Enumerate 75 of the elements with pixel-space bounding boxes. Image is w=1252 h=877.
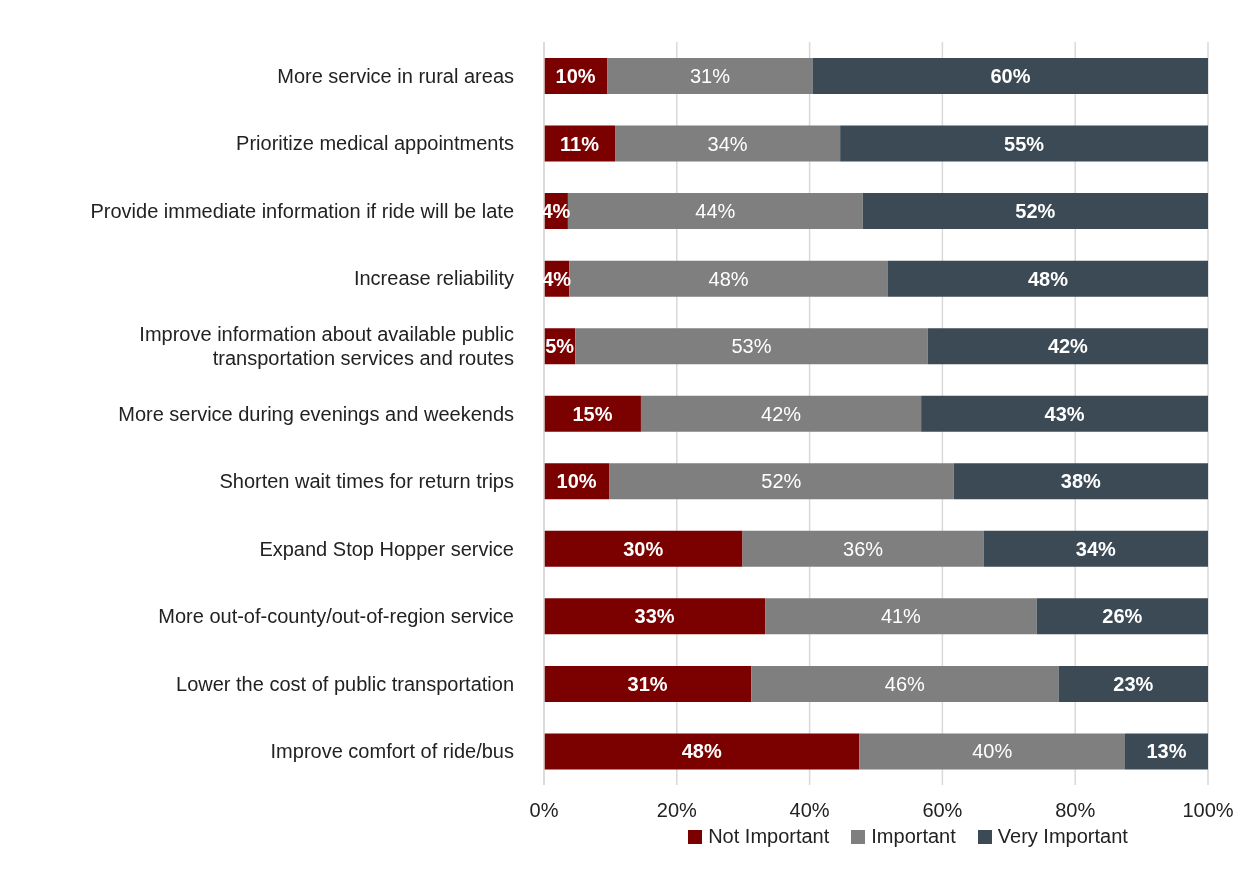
bar bbox=[862, 193, 1208, 230]
data-label: 55% bbox=[1004, 132, 1045, 155]
bar bbox=[640, 395, 922, 432]
data-label: 10% bbox=[556, 470, 597, 493]
x-tick-label: 60% bbox=[922, 799, 963, 822]
y-tick-label: Increase reliability bbox=[353, 267, 514, 290]
data-label: 31% bbox=[627, 672, 668, 695]
legend-label: Important bbox=[871, 825, 956, 848]
y-tick-label: Prioritize medical appointments bbox=[236, 132, 514, 155]
data-label: 34% bbox=[1075, 537, 1117, 560]
legend-label: Very Important bbox=[997, 825, 1128, 848]
bar bbox=[921, 395, 1208, 432]
data-label: 10% bbox=[555, 65, 596, 87]
bar bbox=[859, 733, 1125, 770]
data-label: 42% bbox=[761, 402, 802, 425]
data-label: 44% bbox=[695, 200, 736, 223]
y-tick-label: More service during evenings and weekends bbox=[118, 402, 514, 425]
data-label: 23% bbox=[1113, 672, 1154, 695]
bar bbox=[615, 125, 841, 162]
bar bbox=[765, 598, 1037, 635]
data-label: 30% bbox=[623, 537, 664, 560]
bar bbox=[812, 58, 1208, 94]
bar bbox=[742, 530, 984, 567]
bar bbox=[544, 598, 766, 635]
x-tick-label: 80% bbox=[1055, 799, 1096, 822]
y-tick-label: Provide immediate information if ride will be late bbox=[90, 199, 514, 222]
bar bbox=[1036, 598, 1208, 635]
bar bbox=[544, 733, 860, 770]
data-label: 40% bbox=[972, 740, 1013, 763]
x-tick-label: 0% bbox=[529, 799, 559, 822]
bar bbox=[887, 260, 1208, 297]
data-label: 31% bbox=[689, 65, 731, 87]
y-tick-label: More out-of-county/out-of-region service bbox=[158, 605, 514, 628]
data-label: 52% bbox=[761, 470, 802, 493]
data-label: 43% bbox=[1044, 402, 1085, 425]
data-label: 15% bbox=[572, 402, 613, 425]
data-label: 48% bbox=[681, 740, 722, 763]
x-tick-label: 100% bbox=[1182, 799, 1234, 822]
y-tick-label: Improve information about available public transportation services and routes bbox=[139, 322, 514, 369]
bar bbox=[840, 125, 1208, 162]
data-label: 34% bbox=[707, 132, 748, 155]
y-tick-label: Shorten wait times for return trips bbox=[219, 470, 514, 493]
bar bbox=[575, 328, 928, 365]
x-tick-label: 20% bbox=[656, 799, 698, 822]
data-label: 26% bbox=[1102, 605, 1143, 628]
y-tick-label: Improve comfort of ride/bus bbox=[270, 740, 514, 763]
x-tick-label: 40% bbox=[789, 799, 830, 822]
y-tick-label: Lower the cost of public transportation bbox=[176, 672, 514, 695]
data-label: 36% bbox=[843, 537, 884, 560]
data-label: 60% bbox=[990, 65, 1031, 87]
data-label: 33% bbox=[634, 605, 675, 628]
data-label: 52% bbox=[1015, 200, 1056, 223]
bar bbox=[983, 530, 1208, 567]
bar bbox=[751, 665, 1059, 702]
bar bbox=[1058, 665, 1208, 702]
bar bbox=[927, 328, 1208, 365]
bar bbox=[607, 58, 813, 94]
bar bbox=[544, 665, 752, 702]
data-label: 46% bbox=[884, 672, 926, 695]
data-label: 13% bbox=[1146, 740, 1187, 763]
y-tick-label: More service in rural areas bbox=[277, 64, 514, 87]
data-label: 11% bbox=[560, 132, 600, 155]
bar bbox=[544, 530, 743, 567]
data-label: 41% bbox=[880, 605, 922, 628]
bar bbox=[953, 463, 1208, 500]
data-label: 48% bbox=[1027, 267, 1069, 290]
data-label: 48% bbox=[708, 267, 749, 290]
data-label: 38% bbox=[1060, 470, 1102, 493]
data-label: 5% bbox=[545, 335, 575, 358]
bar bbox=[569, 260, 888, 297]
data-label: 53% bbox=[731, 335, 772, 358]
y-tick-label: Expand Stop Hopper service bbox=[259, 537, 514, 560]
legend-label: Not Important bbox=[708, 825, 830, 848]
bar bbox=[609, 463, 954, 500]
data-label: 42% bbox=[1047, 335, 1089, 358]
